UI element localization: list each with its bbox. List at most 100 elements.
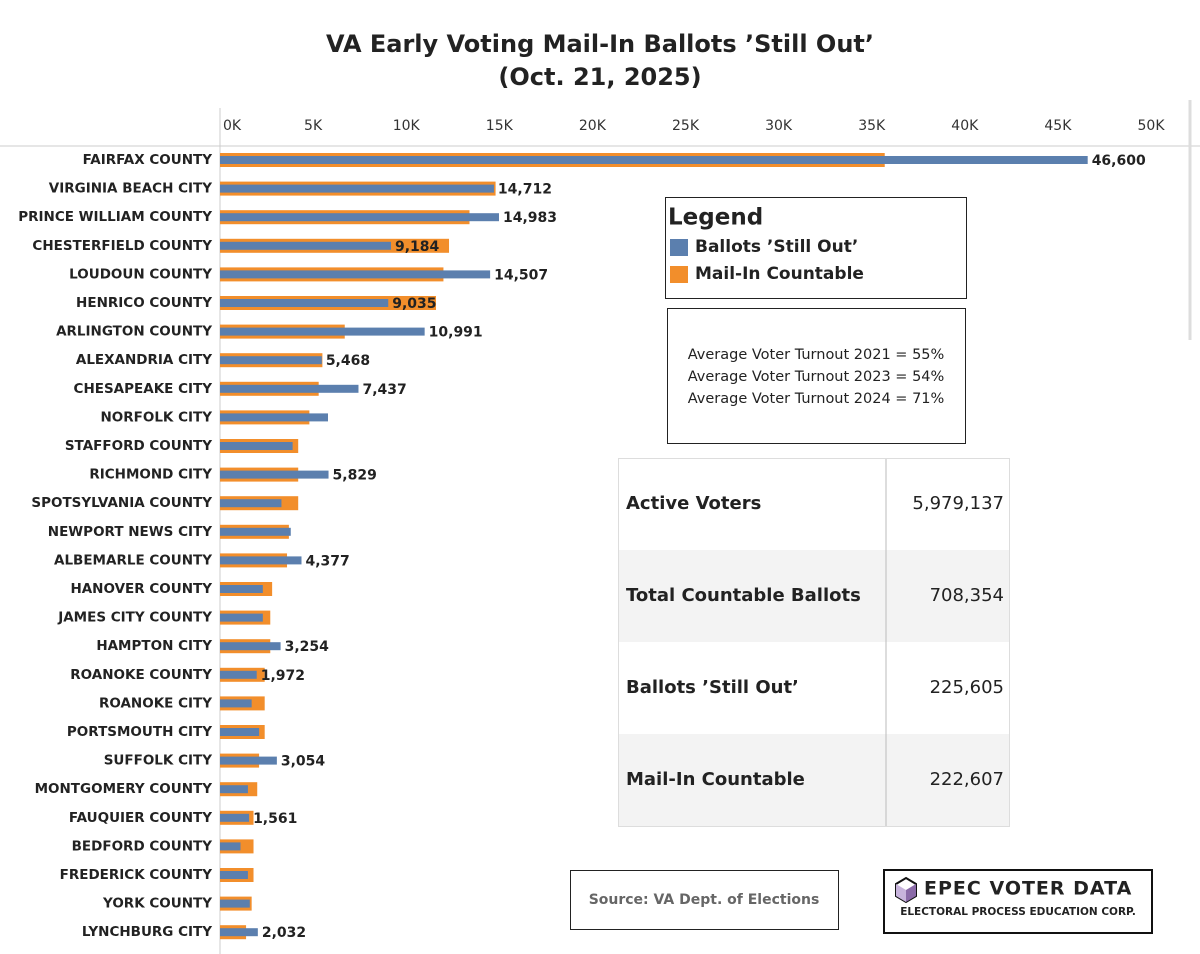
bar xyxy=(220,785,248,794)
x-tick-label: 45K xyxy=(1044,118,1072,134)
category-label: FREDERICK COUNTY xyxy=(60,867,213,883)
category-label: CHESAPEAKE CITY xyxy=(74,381,213,397)
legend-box xyxy=(665,197,967,299)
category-label: SPOTSYLVANIA COUNTY xyxy=(31,495,212,511)
bar xyxy=(220,670,257,679)
legend-swatch xyxy=(670,266,688,283)
value-label: 46,600 xyxy=(1092,153,1146,169)
category-label: RICHMOND CITY xyxy=(89,467,212,483)
value-label: 1,561 xyxy=(253,811,297,827)
value-label: 9,035 xyxy=(392,296,436,312)
table-row xyxy=(618,550,1010,642)
bar xyxy=(220,442,293,450)
legend-swatch xyxy=(670,239,688,256)
logo-box xyxy=(883,869,1153,934)
category-label: JAMES CITY COUNTY xyxy=(57,610,212,626)
bar xyxy=(220,871,248,879)
source-box xyxy=(570,870,839,930)
x-tick-label: 20K xyxy=(579,118,607,134)
category-label: FAUQUIER COUNTY xyxy=(69,810,212,826)
value-label: 2,032 xyxy=(262,925,306,941)
table-border xyxy=(618,458,1010,827)
legend-label: Ballots ’Still Out’ xyxy=(695,237,858,257)
category-label: LYNCHBURG CITY xyxy=(82,924,212,940)
category-label: PORTSMOUTH CITY xyxy=(67,724,212,740)
table-value: 222,607 xyxy=(930,769,1004,790)
bar xyxy=(220,384,359,393)
table-row xyxy=(618,458,1010,550)
category-label: ALEXANDRIA CITY xyxy=(76,352,212,368)
bar xyxy=(220,299,389,307)
value-label: 4,377 xyxy=(305,553,349,569)
logo-icon xyxy=(895,876,917,904)
category-label: FAIRFAX COUNTY xyxy=(83,152,213,168)
table-row xyxy=(618,734,1010,826)
bar xyxy=(220,413,328,422)
value-label: 9,184 xyxy=(395,239,440,255)
table-value: 708,354 xyxy=(930,585,1004,606)
chart-subtitle: (Oct. 21, 2025) xyxy=(498,63,701,91)
note: Average Voter Turnout 2024 = 71% xyxy=(688,391,945,407)
bar xyxy=(220,899,250,908)
bar xyxy=(220,356,322,365)
bar xyxy=(220,470,329,479)
category-label: BEDFORD COUNTY xyxy=(72,838,213,854)
category-label: CHESTERFIELD COUNTY xyxy=(32,238,212,254)
legend-label: Mail-In Countable xyxy=(695,264,864,284)
category-label: ARLINGTON COUNTY xyxy=(56,324,212,340)
x-tick-label: 10K xyxy=(393,118,421,134)
bar xyxy=(220,527,291,536)
logo-title: EPEC VOTER DATA xyxy=(924,878,1132,900)
value-label: 1,972 xyxy=(261,668,305,684)
category-label: MONTGOMERY COUNTY xyxy=(35,781,213,797)
category-label: STAFFORD COUNTY xyxy=(65,438,212,454)
value-label: 5,829 xyxy=(333,468,377,484)
bar xyxy=(220,156,1088,164)
category-label: PRINCE WILLIAM COUNTY xyxy=(18,209,212,225)
table-label: Mail-In Countable xyxy=(626,769,805,790)
table-value: 5,979,137 xyxy=(912,493,1004,514)
table-label: Ballots ’Still Out’ xyxy=(626,677,799,698)
category-label: NEWPORT NEWS CITY xyxy=(48,524,212,540)
notes-box xyxy=(667,308,966,444)
category-label: ALBEMARLE COUNTY xyxy=(54,552,212,568)
category-label: VIRGINIA BEACH CITY xyxy=(49,181,212,197)
bar xyxy=(220,642,281,651)
bar xyxy=(220,241,392,250)
value-label: 14,507 xyxy=(494,267,548,283)
bar xyxy=(220,699,252,708)
x-tick-label: 25K xyxy=(672,118,700,134)
value-label: 14,712 xyxy=(498,182,552,198)
bar xyxy=(220,756,277,765)
x-tick-label: 15K xyxy=(486,118,514,134)
bar xyxy=(220,213,499,222)
legend-title: Legend xyxy=(668,205,763,231)
x-tick-label: 5K xyxy=(304,118,323,134)
bar xyxy=(220,270,491,279)
source: Source: VA Dept. of Elections xyxy=(589,892,820,908)
table-row xyxy=(618,642,1010,734)
bar xyxy=(220,556,302,565)
category-label: YORK COUNTY xyxy=(102,896,212,912)
category-label: ROANOKE COUNTY xyxy=(70,667,212,683)
x-tick-label: 35K xyxy=(858,118,886,134)
x-tick-label: 30K xyxy=(765,118,793,134)
x-tick-label: 40K xyxy=(951,118,979,134)
note: Average Voter Turnout 2021 = 55% xyxy=(688,347,945,363)
category-label: SUFFOLK CITY xyxy=(104,753,213,769)
bar xyxy=(220,585,263,593)
value-label: 5,468 xyxy=(326,353,370,369)
category-label: ROANOKE CITY xyxy=(99,695,212,711)
value-label: 7,437 xyxy=(362,382,406,398)
value-label: 3,054 xyxy=(281,754,326,770)
bar xyxy=(220,728,260,736)
category-label: HAMPTON CITY xyxy=(96,638,212,654)
bar xyxy=(220,184,494,193)
bar xyxy=(220,928,258,937)
bar xyxy=(220,613,263,622)
table-label: Total Countable Ballots xyxy=(626,585,861,606)
bar xyxy=(220,813,250,822)
x-tick-label: 50K xyxy=(1138,118,1166,134)
x-tick-label: 0K xyxy=(223,118,242,134)
